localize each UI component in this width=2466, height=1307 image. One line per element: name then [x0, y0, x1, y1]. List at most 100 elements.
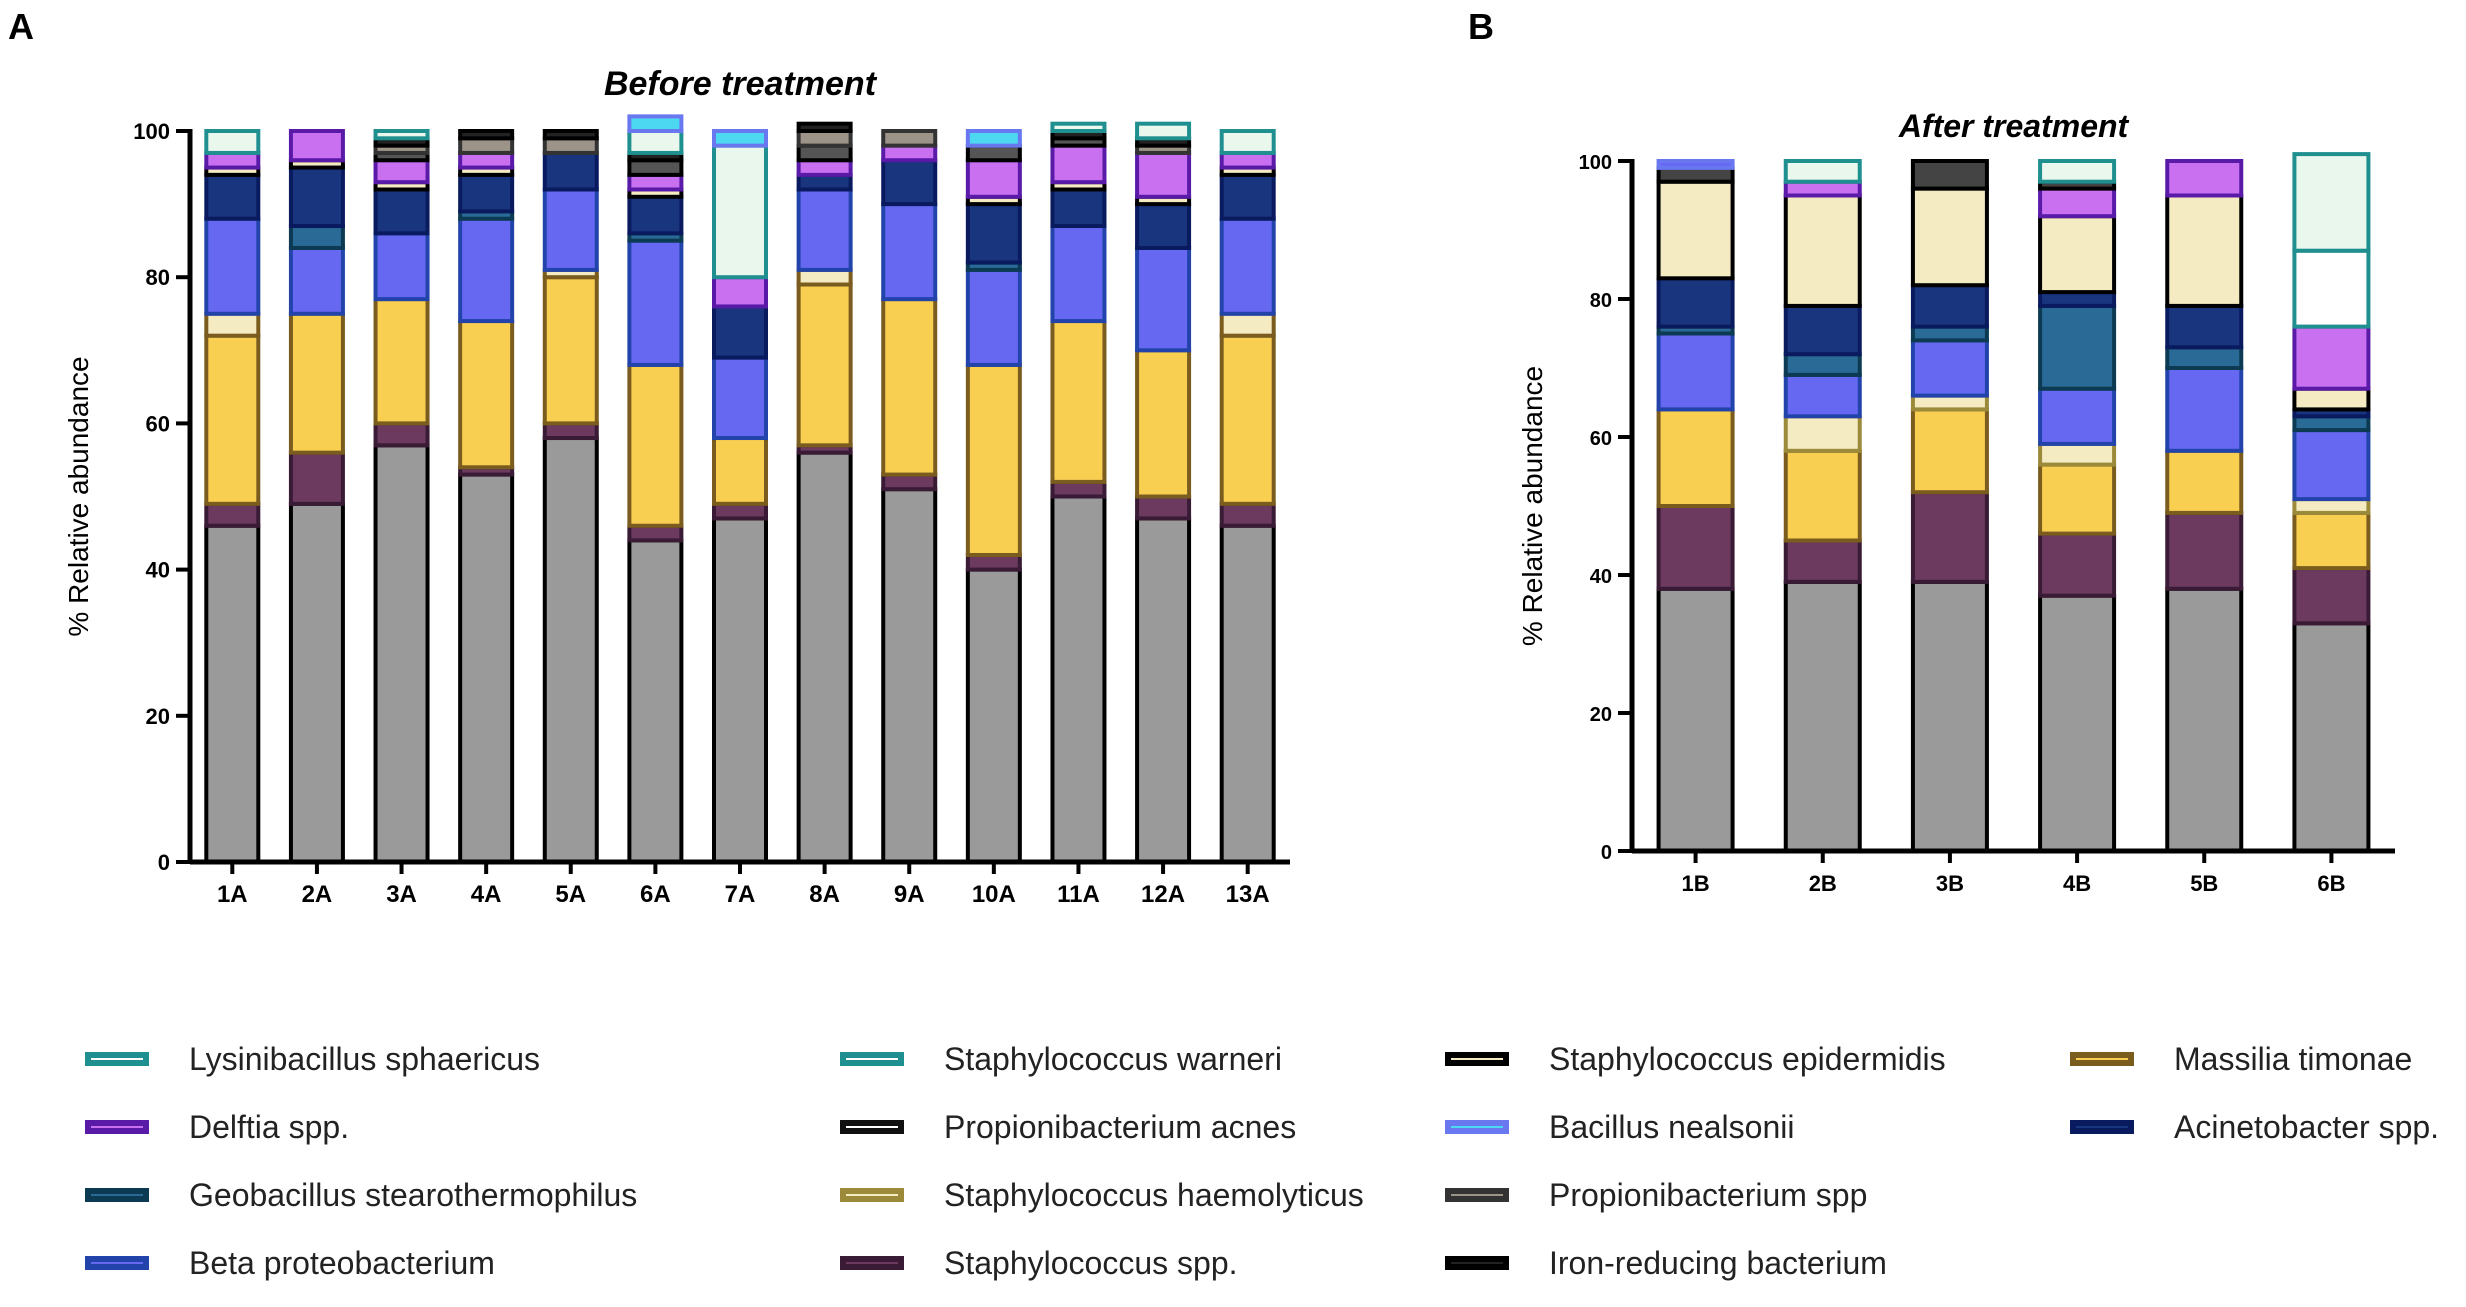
bar-segment: [1050, 121, 1107, 134]
legend-item: Staphylococcus haemolyticus: [840, 1171, 1364, 1219]
bar-segment: [881, 129, 938, 148]
bar-segment: [1656, 276, 1735, 329]
y-tick-label: 20: [1590, 704, 1612, 726]
bar-segment: [2165, 586, 2244, 853]
bar-segment: [1783, 538, 1862, 584]
bar-segment: [1135, 245, 1192, 353]
bar-segment: [627, 238, 684, 367]
bar-segment: [458, 129, 515, 141]
legend-label: Propionibacterium spp: [1549, 1176, 1868, 1213]
bar-segment: [2038, 441, 2117, 467]
bar-segment: [2165, 448, 2244, 515]
legend-label: Iron-reducing bacterium: [1549, 1244, 1887, 1281]
bar-segment: [627, 538, 684, 864]
bar-segment: [204, 523, 261, 864]
bar-segment: [1910, 407, 1989, 495]
x-tick-label: 3A: [386, 881, 417, 908]
bar-segment: [881, 297, 938, 477]
legend-label: Staphylococcus haemolyticus: [944, 1176, 1364, 1213]
bar-segment: [1783, 414, 1862, 453]
x-tick-label: 1A: [217, 881, 248, 908]
x-tick-label: 4B: [2063, 871, 2091, 896]
y-tick-label: 80: [1590, 290, 1612, 312]
legend-item: Staphylococcus spp.: [840, 1239, 1238, 1287]
bar-segment: [288, 311, 345, 455]
bar-segment: [1910, 338, 1989, 398]
bar-segment: [204, 172, 261, 221]
legend-item: Acinetobacter spp.: [2070, 1103, 2439, 1151]
legend-swatch: [840, 1188, 904, 1202]
x-tick-label: 7A: [725, 881, 756, 908]
bar-segment: [1050, 224, 1107, 324]
bar-segment: [373, 443, 430, 864]
legend-item: Propionibacterium acnes: [840, 1103, 1296, 1151]
legend-item: Lysinibacillus sphaericus: [85, 1035, 540, 1083]
bar-segment: [1656, 407, 1735, 508]
bar-segment: [204, 333, 261, 506]
x-tick-label: 9A: [894, 881, 925, 908]
panel-letter-b: B: [1468, 6, 1494, 47]
legend-label: Propionibacterium acnes: [944, 1108, 1297, 1145]
bar-segment: [1135, 494, 1192, 521]
bar-segment: [1783, 352, 1862, 377]
bar-segment: [881, 158, 938, 207]
bar-segment: [373, 158, 430, 185]
bar-segment: [542, 150, 599, 192]
bar-segment: [712, 129, 768, 148]
bar-segment: [542, 275, 599, 426]
panel-letter-a: A: [8, 6, 34, 47]
bar-segment: [2292, 497, 2371, 515]
legend-item: Geobacillus stearothermophilus: [85, 1171, 637, 1219]
bar-segment: [796, 158, 853, 177]
bar-segment: [1219, 172, 1276, 221]
bar-segment: [2165, 303, 2244, 350]
bar-segment: [2038, 593, 2117, 854]
x-tick-label: 13A: [1226, 881, 1270, 908]
y-tick-label: 60: [1590, 428, 1612, 450]
bar-segment: [965, 362, 1022, 557]
bar-segment: [796, 121, 853, 134]
bar-segment: [1656, 179, 1735, 281]
y-tick-label: 60: [146, 411, 170, 436]
bar-segment: [2038, 159, 2117, 184]
y-tick-label: 100: [133, 119, 170, 144]
bar-segment: [1219, 150, 1276, 170]
bar-segment: [204, 311, 261, 338]
bar-segment: [2292, 510, 2371, 571]
bar-segment: [965, 158, 1022, 199]
bar-segment: [1135, 516, 1192, 864]
bar-segment: [712, 436, 768, 506]
bar-segment: [2165, 510, 2244, 591]
bar-segment: [1783, 159, 1862, 184]
bar-segment: [373, 129, 430, 141]
bar-segment: [627, 158, 684, 177]
x-tick-label: 3B: [1936, 871, 1964, 896]
bar-segment: [2292, 566, 2371, 626]
bar-segment: [881, 487, 938, 864]
bar-segment: [1219, 311, 1276, 338]
bar-segment: [712, 143, 768, 280]
bar-segment: [373, 421, 430, 448]
chart-after: After treatment % Relative abundance 1B 2B 3…: [1517, 108, 2395, 896]
legend-swatch: [1445, 1256, 1509, 1270]
bar-segment: [373, 297, 430, 426]
bar-segment: [204, 501, 261, 528]
y-tick-label: 100: [1579, 152, 1612, 174]
bar-segment: [796, 267, 853, 287]
bar-segment: [288, 450, 345, 506]
legend-item: Delftia spp.: [85, 1103, 349, 1151]
y-tick-label: 0: [1601, 842, 1612, 864]
bar-segment: [1910, 159, 1989, 191]
bar-segment: [1656, 331, 1735, 412]
bar-segment: [373, 187, 430, 236]
bar-segment: [1050, 143, 1107, 185]
legend-label: Bacillus nealsonii: [1549, 1108, 1795, 1145]
bar-segment: [1135, 121, 1192, 141]
bar-segment: [881, 143, 938, 163]
bar-segment: [2292, 386, 2371, 412]
x-tick-label: 2B: [1809, 871, 1837, 896]
legend-label: Delftia spp.: [189, 1108, 350, 1145]
bar-segment: [1135, 150, 1192, 199]
bar-segment: [1219, 333, 1276, 506]
bar-segment: [458, 172, 515, 214]
